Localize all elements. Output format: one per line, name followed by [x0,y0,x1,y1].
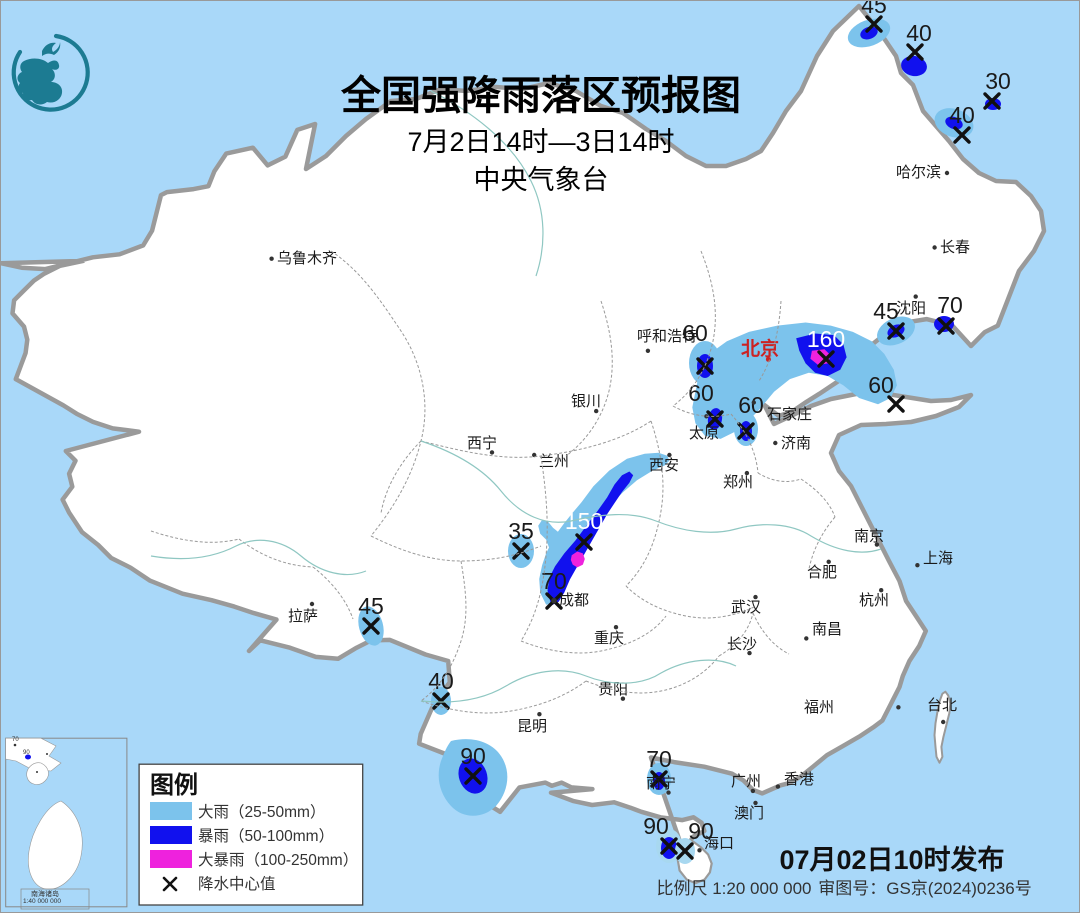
svg-text:银川: 银川 [571,393,601,410]
svg-text:郑州: 郑州 [723,474,753,491]
svg-text:70: 70 [937,292,963,318]
svg-text:审图号：GS京(2024)0236号: 审图号：GS京(2024)0236号 [818,879,1032,898]
svg-text:暴雨（50-100mm）: 暴雨（50-100mm） [198,828,334,845]
svg-text:太原: 太原 [689,425,719,442]
svg-text:沈阳: 沈阳 [896,300,926,317]
svg-text:45: 45 [873,298,899,324]
svg-text:07月02日10时发布: 07月02日10时发布 [779,844,1004,875]
svg-text:30: 30 [985,68,1011,94]
svg-text:成都: 成都 [559,592,589,609]
svg-text:北京: 北京 [741,337,779,360]
svg-text:南京: 南京 [854,528,884,545]
svg-text:40: 40 [949,102,975,128]
svg-text:福州: 福州 [804,699,834,716]
svg-text:70: 70 [646,746,672,772]
svg-text:南昌: 南昌 [812,621,842,638]
svg-text:全国强降雨落区预报图: 全国强降雨落区预报图 [340,73,741,118]
svg-text:上海: 上海 [923,550,953,567]
svg-text:60: 60 [738,392,764,418]
svg-text:昆明: 昆明 [517,718,547,735]
svg-text:降水中心值: 降水中心值 [198,875,276,893]
svg-text:济南: 济南 [781,435,811,452]
svg-text:35: 35 [508,518,534,544]
svg-text:拉萨: 拉萨 [288,608,318,625]
svg-text:70: 70 [12,737,19,743]
svg-text:哈尔滨: 哈尔滨 [896,164,941,181]
svg-text:160: 160 [807,326,845,352]
svg-text:45: 45 [358,593,384,619]
svg-text:长沙: 长沙 [727,636,757,653]
svg-text:南宁: 南宁 [646,775,676,792]
svg-text:海口: 海口 [704,835,734,852]
svg-text:大雨（25-50mm）: 大雨（25-50mm） [198,803,325,821]
svg-text:60: 60 [688,380,714,406]
svg-text:45: 45 [861,1,887,18]
svg-text:兰州: 兰州 [539,453,569,470]
svg-text:1:40 000 000: 1:40 000 000 [23,898,61,905]
svg-text:长春: 长春 [940,239,970,256]
svg-text:合肥: 合肥 [807,564,837,581]
svg-text:比例尺 1:20 000 000: 比例尺 1:20 000 000 [657,879,812,898]
svg-text:7月2日14时—3日14时: 7月2日14时—3日14时 [407,127,674,157]
svg-text:重庆: 重庆 [594,630,624,647]
svg-text:西宁: 西宁 [467,435,497,452]
svg-text:大暴雨（100-250mm）: 大暴雨（100-250mm） [198,851,358,869]
svg-text:中央气象台: 中央气象台 [474,165,609,195]
svg-text:广州: 广州 [731,773,761,790]
svg-text:图例: 图例 [150,772,198,799]
svg-text:60: 60 [868,372,894,398]
svg-text:40: 40 [906,20,932,46]
svg-text:南海诸岛: 南海诸岛 [31,889,59,898]
svg-text:澳门: 澳门 [734,805,764,822]
svg-text:武汉: 武汉 [731,599,761,616]
svg-text:呼和浩特: 呼和浩特 [637,328,697,345]
svg-text:石家庄: 石家庄 [767,405,812,423]
svg-text:西安: 西安 [649,457,679,474]
svg-text:90: 90 [460,743,486,769]
svg-text:90: 90 [643,813,669,839]
svg-text:杭州: 杭州 [859,592,889,609]
svg-text:乌鲁木齐: 乌鲁木齐 [277,250,337,267]
svg-text:台北: 台北 [927,697,957,714]
svg-text:70: 70 [541,568,567,594]
svg-text:香港: 香港 [784,771,814,788]
